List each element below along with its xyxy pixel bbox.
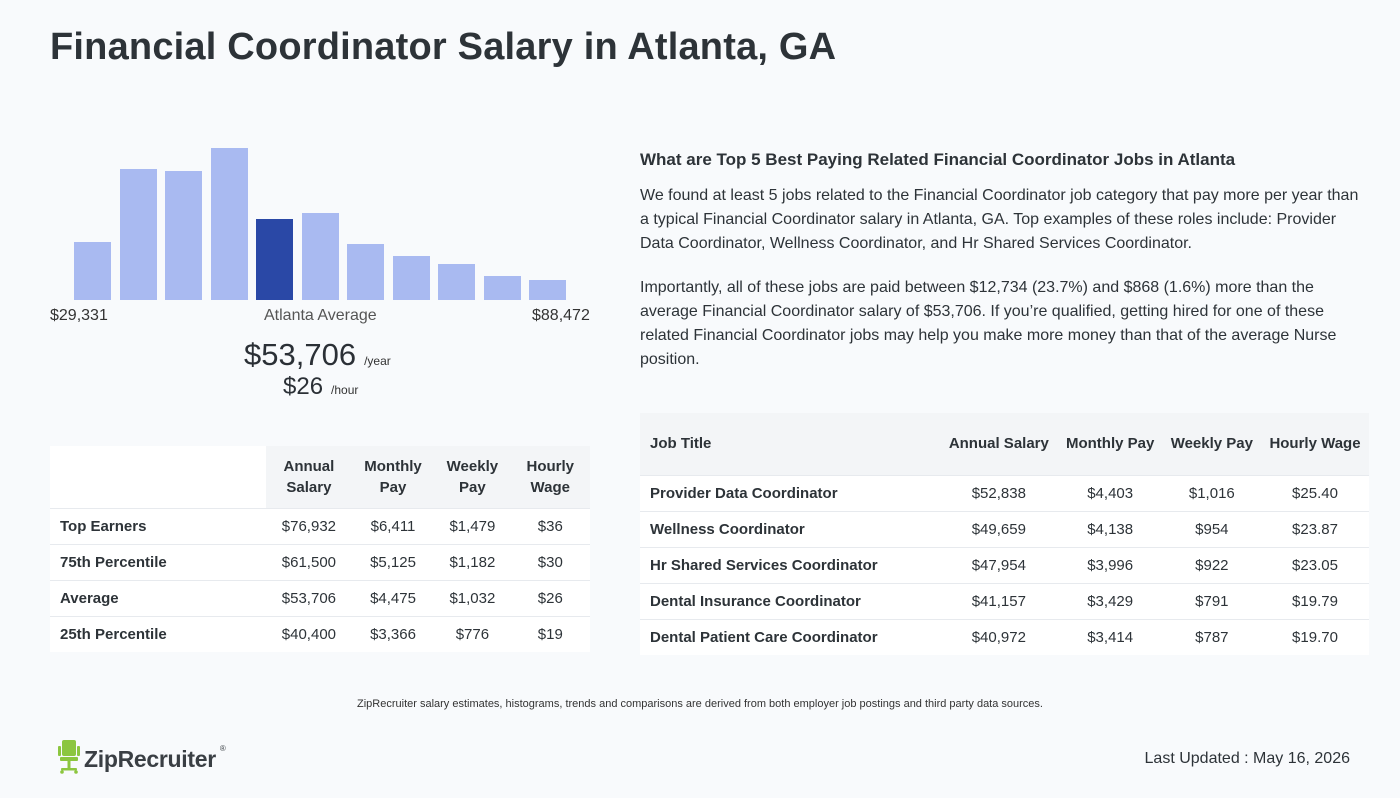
job-title: Dental Insurance Coordinator xyxy=(640,582,940,619)
percentile-table: Annual Salary Monthly Pay Weekly Pay Hou… xyxy=(50,446,590,652)
header-weekly: Weekly Pay xyxy=(434,446,511,508)
cell-monthly: $4,403 xyxy=(1057,474,1163,511)
cell-monthly: $3,414 xyxy=(1057,618,1163,655)
cell-monthly: $5,125 xyxy=(351,543,435,580)
cell-hourly: $30 xyxy=(510,543,590,580)
annual-amount: $53,706 xyxy=(244,337,357,372)
row-label: 75th Percentile xyxy=(50,543,266,580)
registered-mark: ® xyxy=(219,744,226,753)
cell-hourly: $26 xyxy=(510,579,590,616)
histogram-bar-average xyxy=(256,219,293,300)
cell-annual: $61,500 xyxy=(266,543,352,580)
related-jobs-table: Job Title Annual Salary Monthly Pay Week… xyxy=(640,413,1369,655)
cell-hourly: $23.87 xyxy=(1261,510,1369,547)
header-annual: Annual Salary xyxy=(940,413,1058,475)
cell-monthly: $3,366 xyxy=(351,615,435,652)
cell-annual: $47,954 xyxy=(940,546,1058,583)
row-label: Top Earners xyxy=(50,507,266,544)
cell-annual: $52,838 xyxy=(940,474,1058,511)
hourly-unit: /hour xyxy=(331,383,359,397)
related-paragraph-1: We found at least 5 jobs related to the … xyxy=(640,187,1359,252)
average-annual-salary: $53,706 /year xyxy=(244,337,391,373)
cell-annual: $76,932 xyxy=(266,507,352,544)
cell-weekly: $787 xyxy=(1162,618,1261,655)
histogram-min-label: $29,331 xyxy=(50,307,108,324)
row-label: 25th Percentile xyxy=(50,615,266,652)
salary-histogram xyxy=(74,130,570,300)
logo-text: ZipRecruiter xyxy=(84,746,216,772)
histogram-bar xyxy=(74,242,111,300)
table-header-row: Annual Salary Monthly Pay Weekly Pay Hou… xyxy=(50,446,590,508)
job-title: Dental Patient Care Coordinator xyxy=(640,618,940,655)
header-blank xyxy=(50,446,266,508)
cell-weekly: $1,016 xyxy=(1162,474,1261,511)
footer-disclaimer: ZipRecruiter salary estimates, histogram… xyxy=(357,698,1043,710)
table-row: Wellness Coordinator $49,659 $4,138 $954… xyxy=(640,510,1369,547)
histogram-average-label: Atlanta Average xyxy=(264,307,377,324)
cell-hourly: $19.79 xyxy=(1261,582,1369,619)
cell-annual: $49,659 xyxy=(940,510,1058,547)
last-updated: Last Updated : May 16, 2026 xyxy=(1144,750,1350,767)
cell-hourly: $36 xyxy=(510,507,590,544)
cell-hourly: $19 xyxy=(510,615,590,652)
cell-monthly: $3,996 xyxy=(1057,546,1163,583)
table-row: Dental Insurance Coordinator $41,157 $3,… xyxy=(640,582,1369,619)
header-hourly: Hourly Wage xyxy=(1261,413,1369,475)
histogram-bar xyxy=(347,244,384,300)
cell-monthly: $6,411 xyxy=(351,507,435,544)
job-title: Provider Data Coordinator xyxy=(640,474,940,511)
cell-weekly: $954 xyxy=(1162,510,1261,547)
ziprecruiter-logo[interactable]: ZipRecruiter ® xyxy=(58,740,226,779)
histogram-bar xyxy=(119,169,157,300)
hourly-amount: $26 xyxy=(283,373,324,400)
header-monthly: Monthly Pay xyxy=(1057,413,1163,475)
table-row: 75th Percentile $61,500 $5,125 $1,182 $3… xyxy=(50,543,590,580)
table-row: Top Earners $76,932 $6,411 $1,479 $36 xyxy=(50,507,590,544)
histogram-bar xyxy=(438,264,475,300)
annual-unit: /year xyxy=(364,354,391,368)
average-hourly-wage: $26 /hour xyxy=(283,373,358,401)
table-row: 25th Percentile $40,400 $3,366 $776 $19 xyxy=(50,615,590,652)
cell-weekly: $1,032 xyxy=(434,579,511,616)
cell-hourly: $25.40 xyxy=(1261,474,1369,511)
cell-annual: $53,706 xyxy=(266,579,352,616)
table-row: Provider Data Coordinator $52,838 $4,403… xyxy=(640,474,1369,511)
histogram-max-label: $88,472 xyxy=(532,307,590,324)
cell-weekly: $1,182 xyxy=(434,543,511,580)
header-job-title: Job Title xyxy=(640,413,940,475)
cell-hourly: $19.70 xyxy=(1261,618,1369,655)
cell-annual: $40,400 xyxy=(266,615,352,652)
related-jobs-heading: What are Top 5 Best Paying Related Finan… xyxy=(640,150,1236,169)
table-row: Dental Patient Care Coordinator $40,972 … xyxy=(640,618,1369,655)
job-title: Wellness Coordinator xyxy=(640,510,940,547)
histogram-bar xyxy=(301,213,339,300)
related-paragraph-2: Importantly, all of these jobs are paid … xyxy=(640,279,1337,368)
cell-weekly: $922 xyxy=(1162,546,1261,583)
header-hourly: Hourly Wage xyxy=(510,446,590,508)
cell-annual: $41,157 xyxy=(940,582,1058,619)
cell-monthly: $4,138 xyxy=(1057,510,1163,547)
cell-annual: $40,972 xyxy=(940,618,1058,655)
histogram-bar xyxy=(210,148,248,300)
cell-weekly: $776 xyxy=(434,615,511,652)
cell-monthly: $3,429 xyxy=(1057,582,1163,619)
histogram-bar xyxy=(483,276,521,300)
histogram-bar xyxy=(392,256,430,300)
table-row: Hr Shared Services Coordinator $47,954 $… xyxy=(640,546,1369,583)
table-row: Average $53,706 $4,475 $1,032 $26 xyxy=(50,579,590,616)
job-title: Hr Shared Services Coordinator xyxy=(640,546,940,583)
cell-monthly: $4,475 xyxy=(351,579,435,616)
page-title: Financial Coordinator Salary in Atlanta,… xyxy=(50,26,837,68)
cell-hourly: $23.05 xyxy=(1261,546,1369,583)
cell-weekly: $1,479 xyxy=(434,507,511,544)
histogram-bar xyxy=(165,171,202,300)
histogram-bar xyxy=(529,280,566,300)
header-annual: Annual Salary xyxy=(266,446,352,508)
cell-weekly: $791 xyxy=(1162,582,1261,619)
header-monthly: Monthly Pay xyxy=(351,446,435,508)
header-weekly: Weekly Pay xyxy=(1162,413,1261,475)
table-header-row: Job Title Annual Salary Monthly Pay Week… xyxy=(640,413,1369,475)
row-label: Average xyxy=(50,579,266,616)
chair-icon xyxy=(58,740,80,779)
